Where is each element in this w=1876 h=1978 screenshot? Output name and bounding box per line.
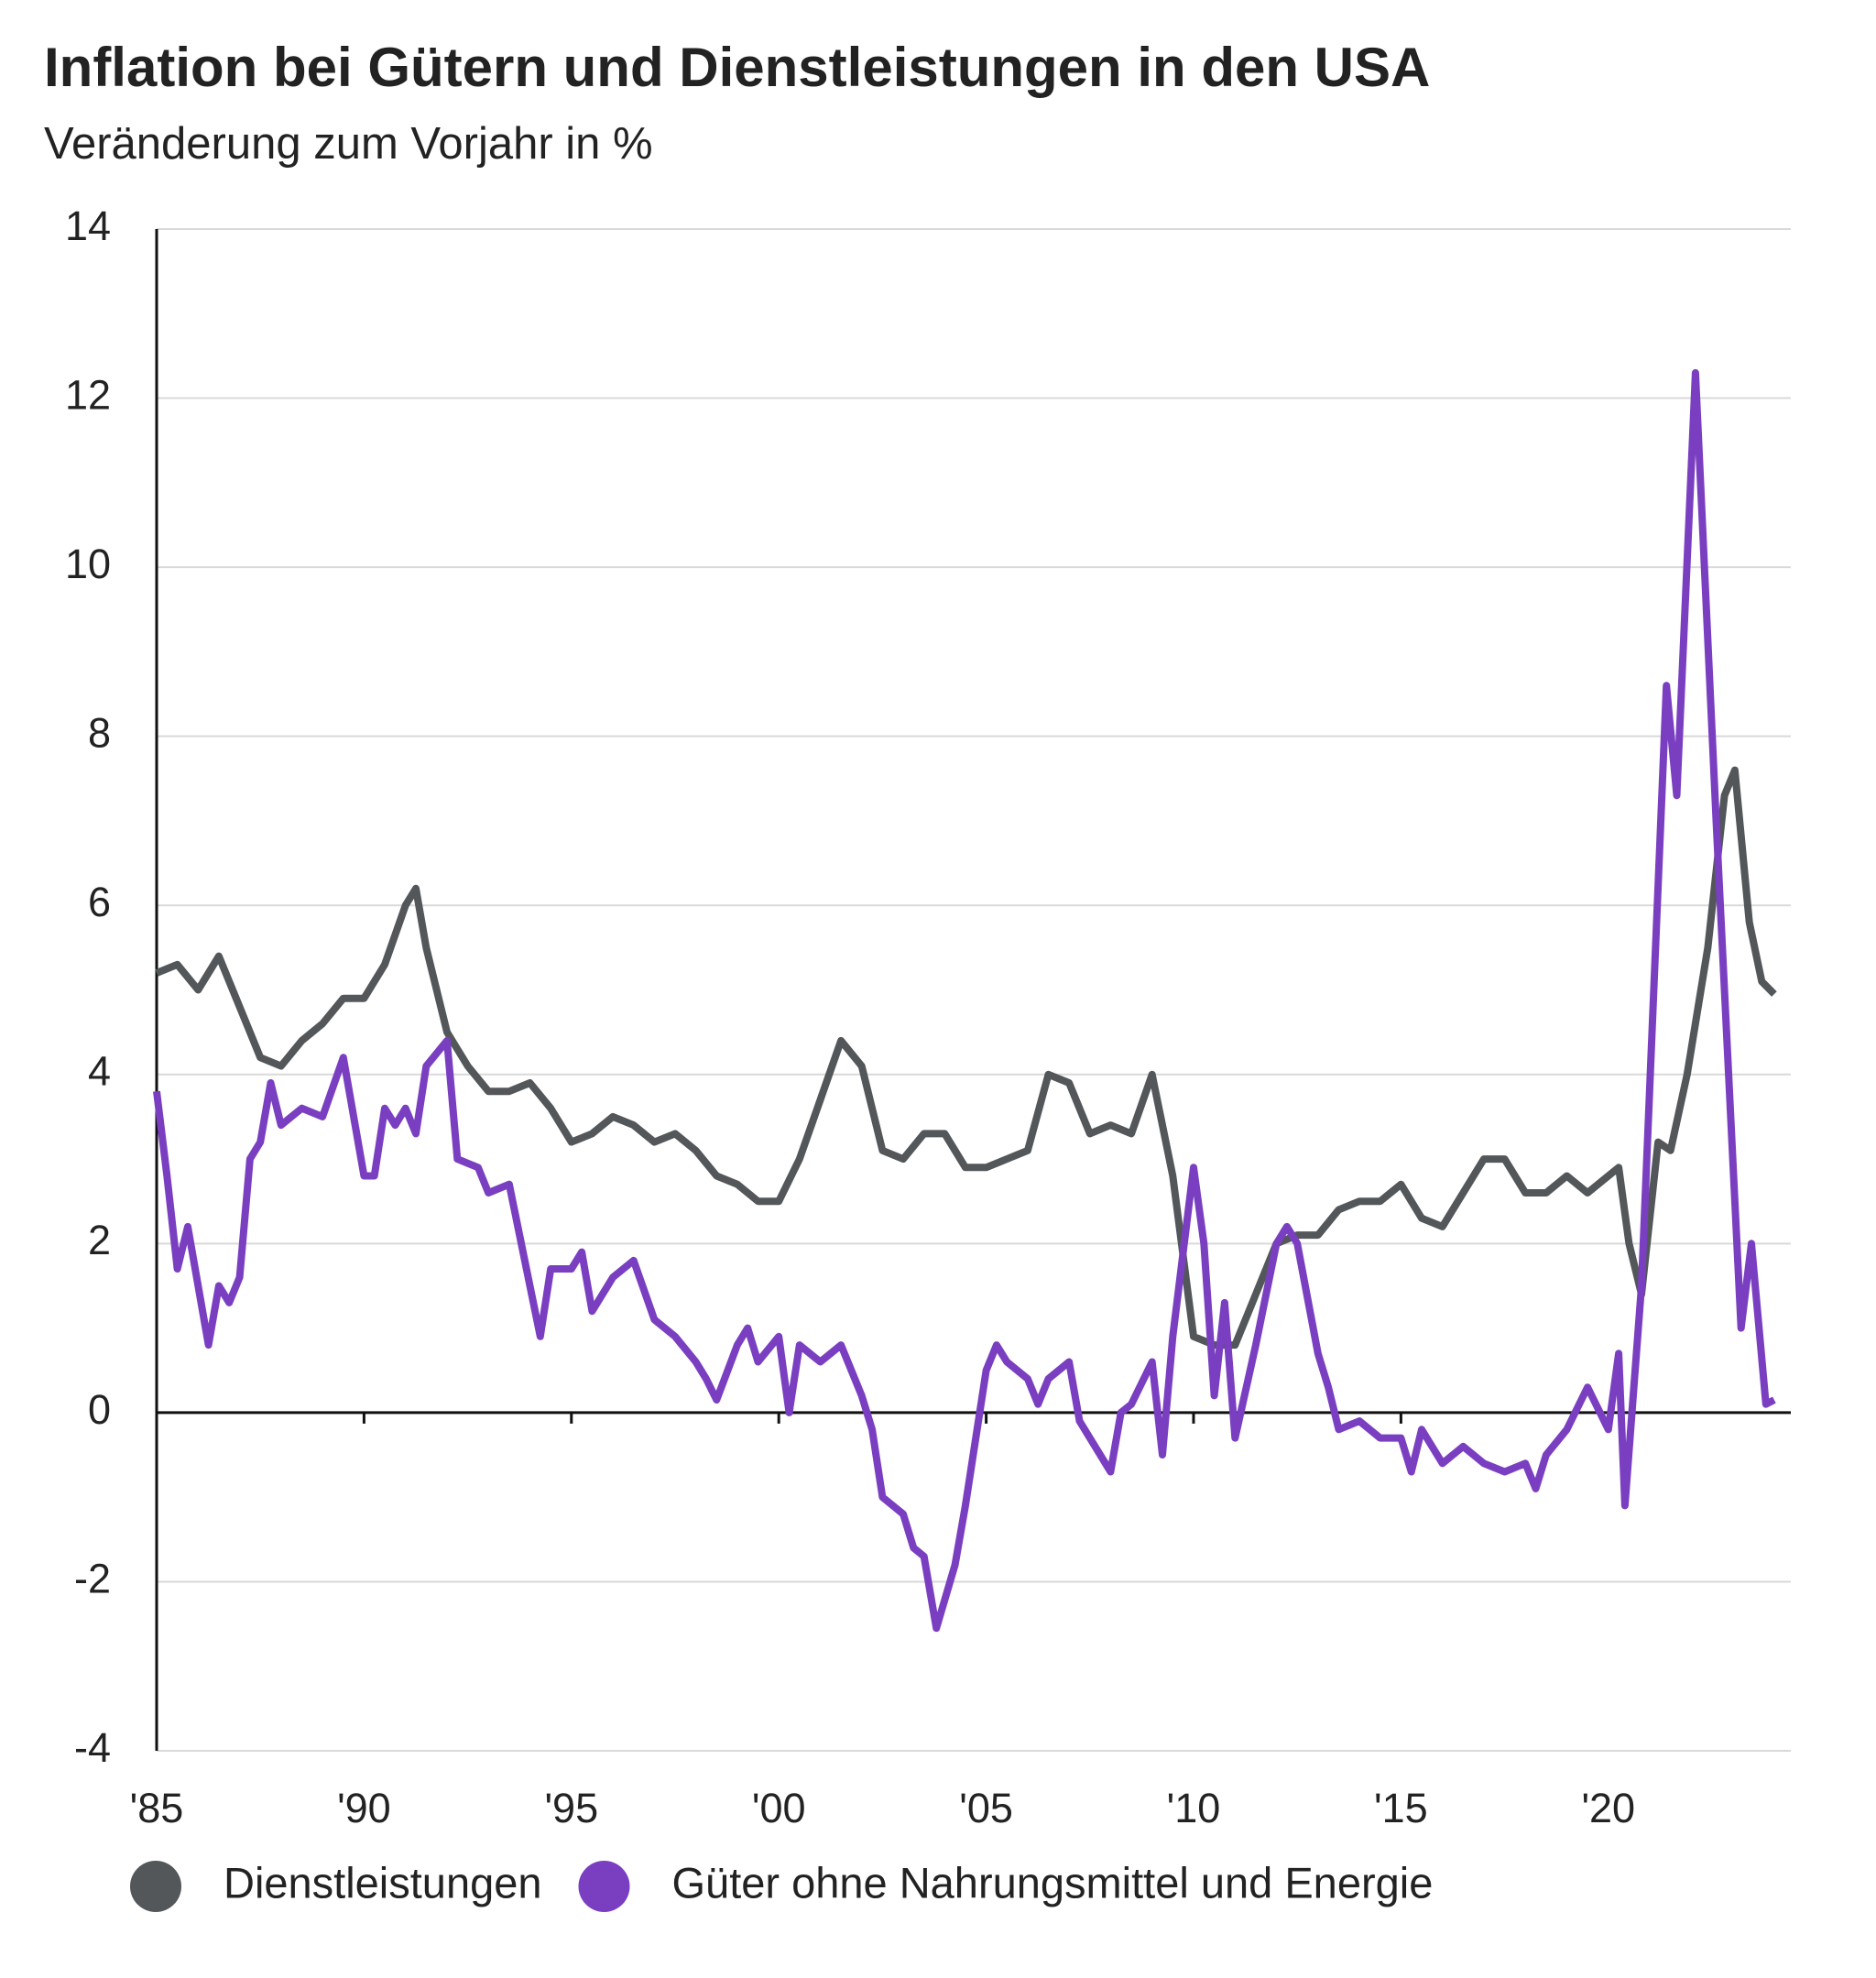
y-tick-label: 6 (88, 879, 111, 925)
data-line (155, 766, 1777, 1350)
x-tick-label: '85 (130, 1785, 184, 1831)
legend-marker (578, 1861, 630, 1912)
legend-marker (130, 1861, 181, 1912)
x-tick-label: '05 (959, 1785, 1013, 1831)
y-tick-label: 12 (65, 371, 111, 418)
legend-label: Dienstleistungen (224, 1858, 542, 1907)
x-tick-label: '20 (1581, 1785, 1635, 1831)
y-tick-label: 2 (88, 1217, 111, 1263)
x-tick-label: '10 (1167, 1785, 1221, 1831)
x-tick-label: '95 (544, 1785, 598, 1831)
y-tick-label: 14 (65, 202, 111, 249)
y-tick-label: 10 (65, 541, 111, 587)
y-tick-label: 4 (88, 1048, 111, 1095)
data-line (153, 368, 1776, 1633)
y-tick-label: 8 (88, 710, 111, 757)
y-tick-label: -4 (74, 1724, 111, 1771)
y-tick-label: -2 (74, 1555, 111, 1601)
chart-subtitle: Veränderung zum Vorjahr in % (44, 119, 653, 169)
y-tick-label: 0 (88, 1386, 111, 1433)
legend-label: Güter ohne Nahrungsmittel und Energie (672, 1858, 1434, 1907)
x-tick-label: '90 (337, 1785, 391, 1831)
chart-title: Inflation bei Gütern und Dienstleistunge… (44, 37, 1430, 98)
x-tick-label: '15 (1374, 1785, 1428, 1831)
x-tick-label: '00 (752, 1785, 806, 1831)
